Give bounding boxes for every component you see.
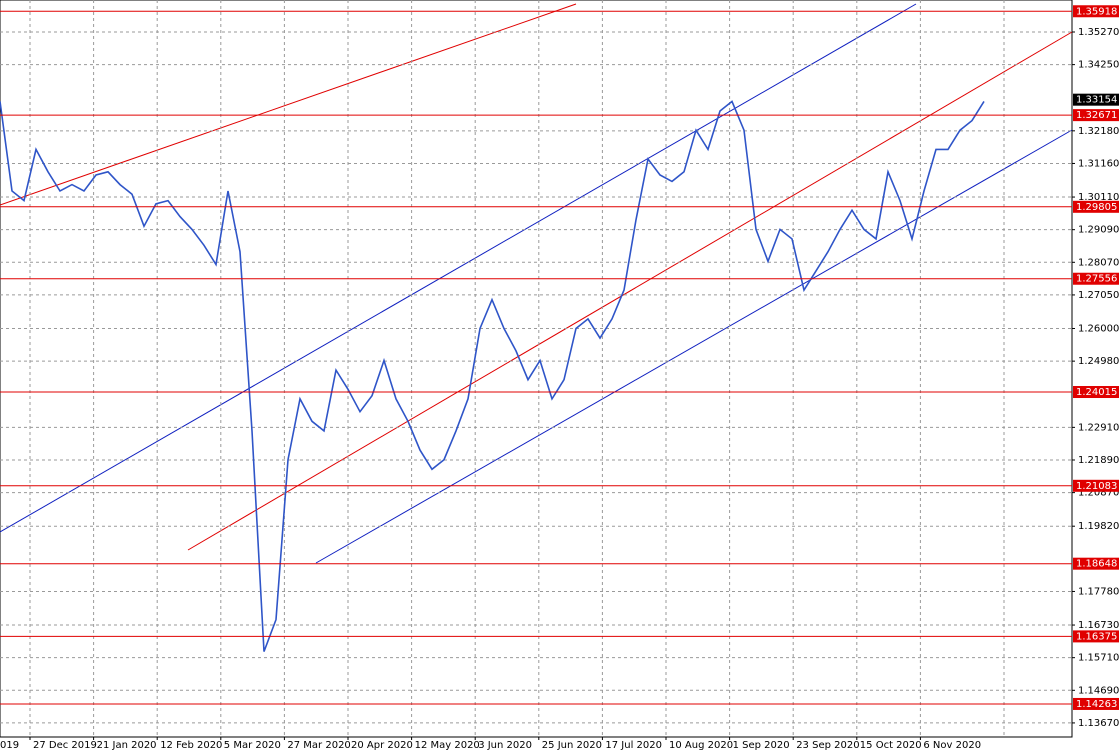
y-tick-label: 1.27050: [1078, 290, 1119, 301]
channel-line: [0, 3, 577, 206]
current-price-box: [1073, 93, 1119, 106]
x-tick-label: 1 Sep 2020: [733, 740, 790, 751]
y-tick-label: 1.28070: [1078, 257, 1119, 268]
y-tick-label: 1.19820: [1078, 521, 1119, 532]
y-tick-label: 1.16730: [1078, 620, 1119, 631]
y-tick-label: 1.24980: [1078, 356, 1119, 367]
channel-line: [0, 3, 917, 533]
y-tick-label: 1.14690: [1078, 685, 1119, 696]
level-label-box: [1073, 5, 1119, 18]
current-price-label: 1.33154: [1076, 95, 1117, 106]
y-tick-label: 1.17780: [1078, 586, 1119, 597]
y-tick-label: 1.31160: [1078, 158, 1119, 169]
y-tick-label: 1.30110: [1078, 192, 1119, 203]
x-tick-label: 20 Apr 2020: [351, 740, 413, 751]
level-label: 1.29805: [1076, 202, 1117, 213]
level-label: 1.35918: [1076, 6, 1117, 17]
x-tick-label: 27 Dec 2019: [33, 740, 97, 751]
level-label: 1.32671: [1076, 110, 1117, 121]
x-tick-label: 15 Oct 2020: [860, 740, 922, 751]
y-tick-label: 1.29090: [1078, 225, 1119, 236]
price-line: [0, 100, 985, 652]
x-tick-label: 019: [0, 740, 19, 751]
x-tick-label: 21 Jan 2020: [97, 740, 157, 751]
x-tick-label: 6 Nov 2020: [923, 740, 981, 751]
level-label-box: [1073, 272, 1119, 285]
level-label-box: [1073, 697, 1119, 710]
level-label: 1.18648: [1076, 559, 1117, 570]
y-tick-label: 1.15710: [1078, 653, 1119, 664]
x-tick-label: 27 Mar 2020: [287, 740, 350, 751]
level-label: 1.16375: [1076, 631, 1117, 642]
level-label-box: [1073, 386, 1119, 399]
x-tick-label: 12 May 2020: [415, 740, 480, 751]
x-tick-label: 3 Jun 2020: [478, 740, 532, 751]
channel-line: [315, 129, 1073, 564]
y-tick-label: 1.21890: [1078, 455, 1119, 466]
level-label-box: [1073, 479, 1119, 492]
x-tick-label: 5 Mar 2020: [224, 740, 281, 751]
plot-frame: [0, 0, 1073, 738]
x-tick-label: 10 Aug 2020: [669, 740, 733, 751]
y-tick-label: 1.32180: [1078, 126, 1119, 137]
level-label-box: [1073, 200, 1119, 213]
level-label: 1.27556: [1076, 274, 1117, 285]
x-tick-label: 17 Jul 2020: [605, 740, 662, 751]
y-tick-label: 1.22910: [1078, 422, 1119, 433]
level-label-box: [1073, 109, 1119, 122]
y-tick-label: 1.26000: [1078, 324, 1119, 335]
channel-line: [187, 31, 1073, 551]
x-tick-label: 23 Sep 2020: [796, 740, 859, 751]
y-tick-label: 1.34250: [1078, 60, 1119, 71]
level-label: 1.24015: [1076, 387, 1117, 398]
level-label-box: [1073, 557, 1119, 570]
x-tick-label: 25 Jun 2020: [542, 740, 602, 751]
y-tick-label: 1.13670: [1078, 718, 1119, 729]
y-tick-label: 1.20870: [1078, 488, 1119, 499]
x-tick-label: 12 Feb 2020: [160, 740, 222, 751]
level-label: 1.14263: [1076, 699, 1117, 710]
level-label-box: [1073, 630, 1119, 643]
y-tick-label: 1.35270: [1078, 27, 1119, 38]
level-label: 1.21083: [1076, 481, 1117, 492]
